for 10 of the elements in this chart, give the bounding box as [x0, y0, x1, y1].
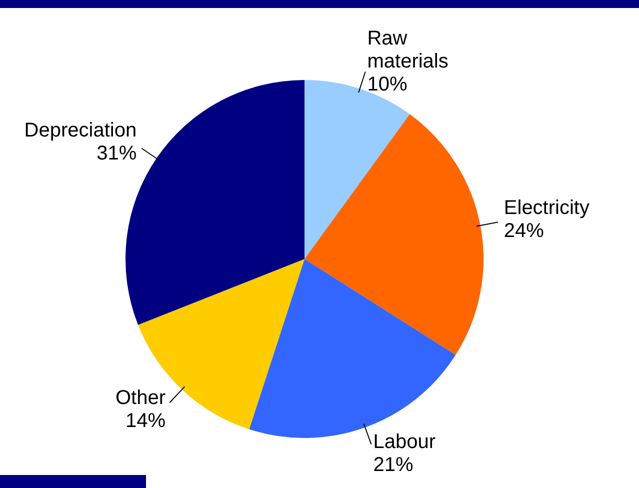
data-label: 10% [367, 74, 408, 96]
slice-label: Electricity [504, 197, 590, 220]
slice-label: Raw materials [367, 28, 448, 73]
data-label: 31% [96, 142, 137, 165]
slice-label: Other [116, 386, 166, 409]
slice-label: Depreciation [24, 120, 137, 142]
data-label: 24% [504, 220, 544, 242]
data-label: 14% [126, 410, 166, 432]
slice-label: Labour [373, 430, 436, 453]
data-label: 21% [373, 454, 414, 476]
